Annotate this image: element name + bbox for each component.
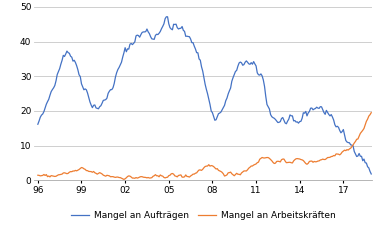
- Mangel an Aufträgen: [268, 113, 273, 116]
- Mangel an Aufträgen: [206, 98, 211, 101]
- Mangel an Arbeitskräften: [79, 166, 84, 169]
- Legend: Mangel an Aufträgen, Mangel an Arbeitskräften: Mangel an Aufträgen, Mangel an Arbeitskr…: [68, 207, 339, 223]
- Mangel an Arbeitskräften: [122, 178, 126, 181]
- Mangel an Arbeitskräften: [36, 174, 40, 177]
- Mangel an Arbeitskräften: [268, 158, 273, 161]
- Mangel an Aufträgen: [164, 15, 169, 18]
- Line: Mangel an Aufträgen: Mangel an Aufträgen: [38, 17, 371, 174]
- Mangel an Aufträgen: [369, 173, 374, 175]
- Mangel an Aufträgen: [210, 111, 215, 114]
- Line: Mangel an Arbeitskräften: Mangel an Arbeitskräften: [38, 113, 371, 179]
- Mangel an Arbeitskräften: [206, 163, 211, 166]
- Mangel an Arbeitskräften: [236, 173, 240, 176]
- Mangel an Aufträgen: [36, 123, 40, 126]
- Mangel an Aufträgen: [79, 82, 84, 85]
- Mangel an Arbeitskräften: [369, 111, 374, 114]
- Mangel an Aufträgen: [159, 27, 164, 30]
- Mangel an Arbeitskräften: [160, 175, 165, 177]
- Mangel an Arbeitskräften: [210, 164, 215, 167]
- Mangel an Aufträgen: [236, 65, 240, 68]
